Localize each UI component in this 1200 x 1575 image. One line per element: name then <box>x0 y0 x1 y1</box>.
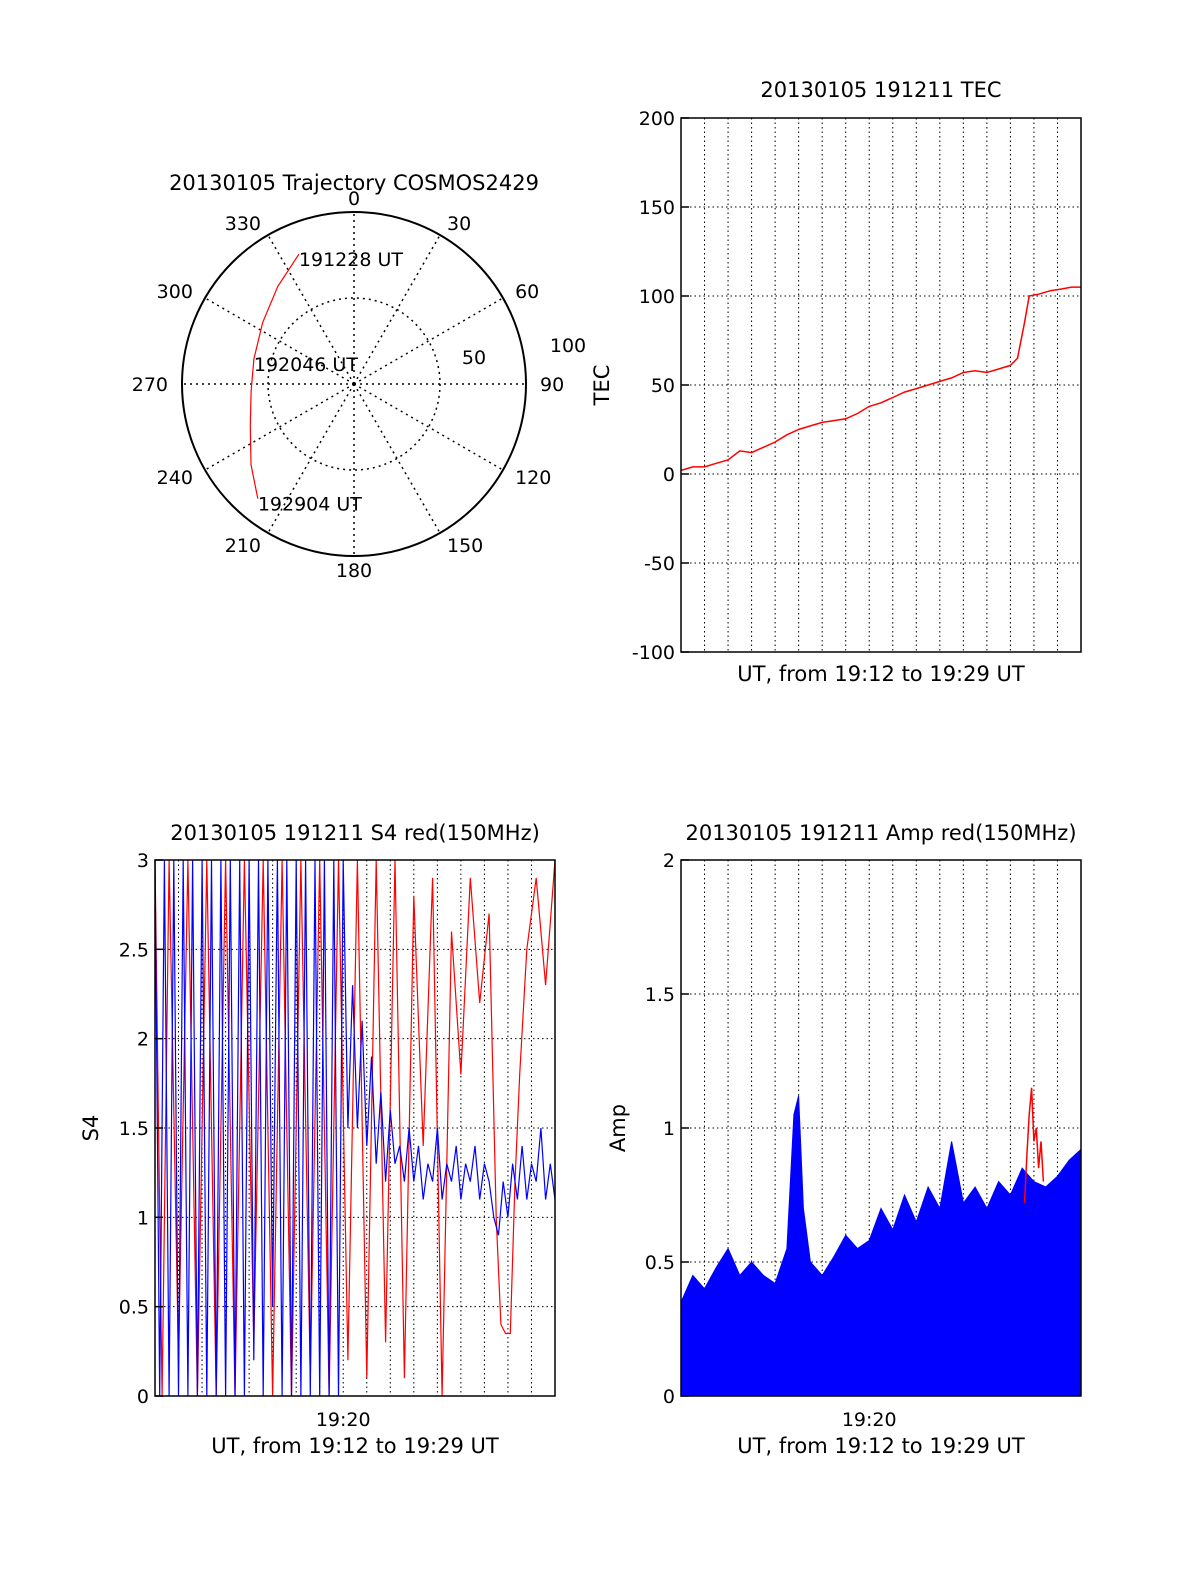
trajectory-panel: 20130105 Trajectory COSMOS2429 0 30 60 90 12… <box>132 171 586 582</box>
y-tick-label: 0.5 <box>645 1252 675 1274</box>
y-tick-label: 3 <box>137 850 149 872</box>
y-tick-label: 200 <box>639 108 675 130</box>
polar-angle-label: 300 <box>157 281 193 303</box>
tec-line <box>680 286 1081 472</box>
trajectory-series <box>249 253 300 499</box>
polar-spoke <box>353 234 441 385</box>
polar-spoke <box>353 383 504 471</box>
y-tick-label: 2 <box>663 850 675 872</box>
polar-spoke <box>353 297 504 385</box>
s4-line-blue <box>154 859 556 1397</box>
polar-grid <box>182 212 526 556</box>
trajectory-time-label: 192904 UT <box>258 494 362 516</box>
y-tick-label: 0 <box>137 1386 149 1408</box>
amp-panel: 20130105 191211 Amp red(150MHz) 0 0.5 1 1.5… <box>606 821 1082 1458</box>
y-tick-label: 1.5 <box>645 984 675 1006</box>
tec-ylabel: TEC <box>590 365 614 407</box>
y-tick-label: 100 <box>639 286 675 308</box>
amp-title: 20130105 191211 Amp red(150MHz) <box>685 821 1076 845</box>
s4-ylabel: S4 <box>79 1115 103 1142</box>
s4-panel: 20130105 191211 S4 red(150MHz) 0 0.5 1 1.5 2… <box>79 821 556 1458</box>
tec-series <box>680 286 1081 472</box>
s4-series <box>154 859 556 1397</box>
amp-xlabel: UT, from 19:12 to 19:29 UT <box>737 1434 1025 1458</box>
polar-outer-circle <box>181 211 527 557</box>
s4-xlabel: UT, from 19:12 to 19:29 UT <box>211 1434 499 1458</box>
amp-line-red <box>1023 1087 1045 1204</box>
y-tick-label: 1 <box>137 1207 149 1229</box>
polar-angle-label: 240 <box>157 467 193 489</box>
amp-yticks: 0 0.5 1 1.5 2 <box>645 850 689 1408</box>
s4-title: 20130105 191211 S4 red(150MHz) <box>170 821 540 845</box>
polar-angle-label: 330 <box>225 213 261 235</box>
tec-title: 20130105 191211 TEC <box>760 78 1001 102</box>
trajectory-annotations: 191228 UT 192046 UT 192904 UT <box>254 249 404 515</box>
polar-angle-label: 180 <box>336 560 372 582</box>
radial-tick-50: 50 <box>462 347 486 369</box>
amp-area-blue <box>680 1095 1082 1397</box>
tec-yticks: -100 -50 0 50 100 150 200 <box>632 108 689 664</box>
polar-spoke <box>353 383 441 534</box>
trajectory-title: 20130105 Trajectory COSMOS2429 <box>169 171 539 195</box>
y-tick-label: 50 <box>651 375 675 397</box>
y-tick-label: 1 <box>663 1118 675 1140</box>
polar-angle-label: 30 <box>447 213 471 235</box>
polar-spoke <box>267 234 355 385</box>
s4-yticks: 0 0.5 1 1.5 2 2.5 3 <box>119 850 163 1408</box>
y-tick-label: 2 <box>137 1029 149 1051</box>
polar-angle-label: 120 <box>515 467 551 489</box>
y-tick-label: -100 <box>632 642 675 664</box>
trajectory-line <box>249 253 300 499</box>
trajectory-time-label: 191228 UT <box>299 249 403 271</box>
s4-xticks: 19:20 <box>316 1409 371 1431</box>
y-tick-label: -50 <box>644 553 675 575</box>
y-tick-label: 0.5 <box>119 1297 149 1319</box>
polar-angle-label: 150 <box>447 535 483 557</box>
polar-spoke <box>204 297 355 385</box>
polar-spoke <box>267 383 355 534</box>
radial-tick-100: 100 <box>550 335 586 357</box>
tec-xlabel: UT, from 19:12 to 19:29 UT <box>737 662 1025 686</box>
polar-angle-label: 60 <box>515 281 539 303</box>
amp-series <box>680 1087 1082 1397</box>
x-tick-label: 19:20 <box>842 1409 897 1431</box>
amp-xticks: 19:20 <box>842 1409 897 1431</box>
amp-ylabel: Amp <box>606 1104 630 1152</box>
polar-angle-label: 210 <box>225 535 261 557</box>
polar-angle-label: 90 <box>540 374 564 396</box>
polar-angle-label: 0 <box>348 188 360 210</box>
y-tick-label: 0 <box>663 464 675 486</box>
polar-angle-labels: 0 30 60 90 120 150 180 210 240 270 300 330 <box>132 188 564 582</box>
trajectory-time-label: 192046 UT <box>254 354 358 376</box>
y-tick-label: 150 <box>639 197 675 219</box>
polar-spoke <box>204 383 355 471</box>
tec-panel: 20130105 191211 TEC -100-50050100150200 … <box>590 78 1082 686</box>
y-tick-label: 1.5 <box>119 1118 149 1140</box>
polar-angle-label: 270 <box>132 374 168 396</box>
tec-grid <box>681 118 1081 652</box>
x-tick-label: 19:20 <box>316 1409 371 1431</box>
y-tick-label: 2.5 <box>119 939 149 961</box>
y-tick-label: 0 <box>663 1386 675 1408</box>
